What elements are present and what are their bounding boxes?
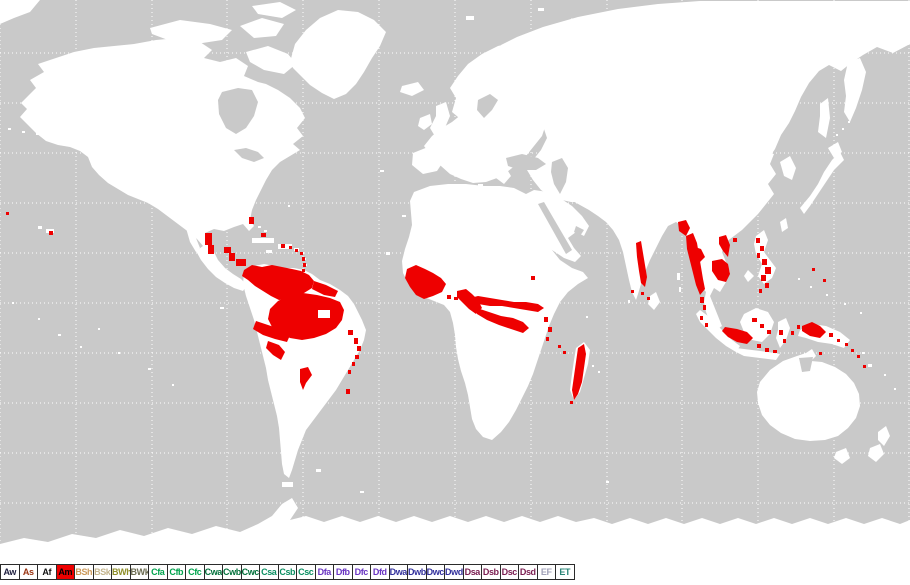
caspian-sea — [551, 158, 568, 194]
legend-item-Dwc[interactable]: Dwc — [425, 564, 445, 580]
legend-item-As[interactable]: As — [18, 564, 38, 580]
am-bangladesh — [678, 220, 690, 236]
legend-item-Dsb[interactable]: Dsb — [481, 564, 501, 580]
red-sea — [538, 202, 572, 254]
legend-item-Dsc[interactable]: Dsc — [499, 564, 519, 580]
land-italy — [467, 154, 489, 181]
legend-item-Dwa[interactable]: Dwa — [388, 564, 408, 580]
land-japan — [800, 152, 844, 214]
land-iberia — [412, 147, 445, 174]
hudson-bay — [218, 88, 258, 134]
am-congo-south — [477, 308, 529, 333]
legend-item-Csb[interactable]: Csb — [277, 564, 297, 580]
map-canvas — [0, 0, 910, 562]
land-baja-california — [186, 226, 200, 252]
land-australia — [757, 349, 860, 441]
land-sri-lanka — [648, 292, 660, 310]
world-climate-map — [0, 0, 910, 562]
legend-item-Cwb[interactable]: Cwb — [222, 564, 242, 580]
am-guianas — [312, 281, 338, 297]
amazon-gap — [318, 310, 330, 318]
land-franz-josef — [538, 8, 544, 11]
am-new-guinea-west — [802, 322, 826, 338]
am-guinea-coast — [405, 265, 446, 299]
legend-item-Dfa[interactable]: Dfa — [314, 564, 334, 580]
legend-item-Af[interactable]: Af — [37, 564, 57, 580]
land-greece — [496, 166, 511, 184]
legend-item-Am[interactable]: Am — [55, 564, 75, 580]
land-arctic-island-2 — [240, 18, 284, 38]
legend-row: Aw As Af Am BSh BSk BWh BWk Cfa Cfb Cfc Cwa Cwb Cwc Cs… — [0, 564, 575, 580]
legend-item-Cfc[interactable]: Cfc — [185, 564, 205, 580]
legend-item-Dsd[interactable]: Dsd — [518, 564, 538, 580]
land-hokkaido — [828, 142, 842, 158]
land-arctic-island-1 — [150, 20, 232, 44]
landmasses — [0, 0, 910, 562]
land-africa — [402, 184, 588, 440]
am-cambodia-vietnam — [712, 259, 730, 282]
land-chukotka-corner — [0, 0, 40, 24]
persian-gulf — [574, 226, 584, 236]
land-great-britain — [430, 102, 450, 138]
legend-item-BWh[interactable]: BWh — [111, 564, 132, 580]
land-novaya-zemlya — [556, 18, 576, 44]
gulf-of-carpentaria — [799, 357, 813, 372]
land-sumatra — [696, 310, 740, 352]
black-sea — [506, 154, 546, 170]
legend-item-Aw[interactable]: Aw — [0, 564, 20, 580]
legend-item-BSk[interactable]: BSk — [92, 564, 112, 580]
am-congo-north — [466, 296, 544, 312]
land-java — [736, 348, 780, 360]
land-kamchatka — [844, 58, 866, 122]
land-south-asia — [541, 132, 776, 330]
land-new-zealand-north — [878, 426, 890, 446]
legend-item-BWk[interactable]: BWk — [129, 564, 150, 580]
am-laos-vietnam — [719, 235, 730, 257]
legend-item-Cwa[interactable]: Cwa — [203, 564, 223, 580]
land-palawan — [744, 270, 754, 282]
legend-item-Dwd[interactable]: Dwd — [444, 564, 464, 580]
am-sumatra-java — [722, 327, 753, 344]
land-taiwan — [780, 218, 788, 232]
am-colombia-venezuela — [242, 265, 314, 300]
legend-item-BSh[interactable]: BSh — [74, 564, 94, 580]
baltic-sea — [477, 94, 498, 118]
legend-item-Dfc[interactable]: Dfc — [351, 564, 371, 580]
legend-item-Cfa[interactable]: Cfa — [148, 564, 168, 580]
land-ellesmere — [252, 2, 296, 18]
legend-item-ET[interactable]: ET — [555, 564, 575, 580]
legend-item-Dfb[interactable]: Dfb — [333, 564, 353, 580]
land-sakhalin — [818, 98, 830, 138]
great-lakes — [234, 148, 264, 162]
legend-item-EF[interactable]: EF — [536, 564, 556, 580]
land-baffin — [246, 46, 296, 74]
legend-item-Csc[interactable]: Csc — [296, 564, 316, 580]
land-tierra-del-fuego — [282, 482, 293, 487]
legend-strip: Aw As Af Am BSh BSk BWh BWk Cfa Cfb Cfc Cwa Cwb Cwc Cs… — [0, 562, 910, 585]
am-amazon — [268, 293, 344, 340]
land-new-zealand-south — [868, 444, 884, 462]
am-climate-regions — [6, 212, 866, 404]
am-madagascar-east — [572, 344, 586, 400]
legend-item-Cwc[interactable]: Cwc — [240, 564, 260, 580]
land-korea — [780, 156, 796, 180]
legend-item-Cfb[interactable]: Cfb — [166, 564, 186, 580]
land-tasmania — [834, 448, 850, 464]
legend-item-Dfd[interactable]: Dfd — [370, 564, 390, 580]
land-ireland — [418, 114, 432, 130]
land-iceland — [400, 82, 424, 96]
land-greenland — [290, 10, 386, 99]
am-myanmar-coast — [686, 233, 705, 295]
land-sicily — [478, 184, 483, 187]
am-amazon-west — [253, 321, 291, 342]
legend-item-Dwb[interactable]: Dwb — [407, 564, 427, 580]
legend-item-Dsa[interactable]: Dsa — [462, 564, 482, 580]
am-india-west-coast — [636, 241, 647, 287]
land-antarctica — [0, 498, 910, 562]
am-bolivia — [300, 367, 312, 390]
legend-item-Csa[interactable]: Csa — [259, 564, 279, 580]
land-svalbard — [466, 16, 474, 20]
